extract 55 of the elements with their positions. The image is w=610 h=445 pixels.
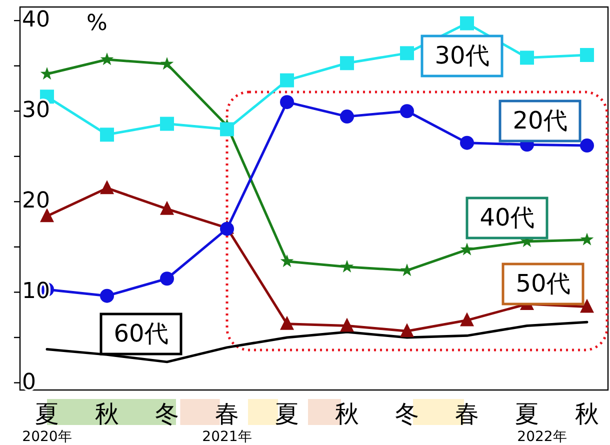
y-tick-label: 10 [22, 279, 50, 304]
point [100, 128, 114, 142]
point [400, 46, 414, 60]
series-label: 30代 [434, 42, 490, 70]
point [400, 323, 414, 338]
x-tick-label: 冬 [155, 400, 179, 428]
point [460, 136, 474, 150]
point [460, 16, 474, 30]
point [40, 208, 54, 222]
x-tick-label: 秋 [335, 400, 359, 428]
y-tick-label: 30 [22, 98, 50, 124]
text: 2020年 [22, 429, 72, 445]
x-tick-label: 春 [215, 400, 239, 428]
point [160, 272, 174, 286]
x-tick-label: 夏 [275, 400, 299, 428]
point [340, 110, 354, 124]
x-tick-label: 秋 [95, 400, 119, 428]
point [280, 73, 294, 88]
point [220, 122, 234, 136]
x-tick-label: 秋 [575, 400, 599, 428]
x-tick-label: 冬 [395, 400, 419, 428]
point [520, 50, 534, 65]
point [280, 316, 294, 330]
point [580, 298, 594, 313]
point [340, 318, 354, 332]
point [460, 242, 474, 256]
point [280, 254, 294, 268]
x-tick-label: 夏 [515, 400, 539, 428]
text: 2022年 [517, 429, 567, 445]
point [160, 57, 174, 70]
x-tick-label: 春 [455, 400, 479, 428]
text: 2021年 [202, 429, 252, 445]
point [100, 180, 114, 194]
point [580, 232, 594, 246]
point [340, 56, 354, 70]
y-tick-label: 40 [22, 8, 50, 33]
y-tick-label: 0 [22, 370, 36, 395]
x-tick-label: 夏 [35, 400, 59, 428]
point [280, 95, 294, 110]
point [160, 200, 174, 215]
series-label: 50代 [516, 270, 570, 298]
series-label: 40代 [480, 204, 534, 232]
point [100, 52, 114, 66]
point [340, 260, 354, 273]
point [580, 138, 594, 153]
point [160, 116, 174, 131]
annotation: % [86, 11, 108, 36]
point [580, 48, 594, 62]
point [100, 288, 114, 303]
series-label: 60代 [114, 320, 168, 348]
point [460, 312, 474, 326]
point [40, 67, 54, 80]
point [400, 104, 414, 118]
series-label: 20代 [512, 106, 568, 135]
y-tick-label: 20 [22, 188, 50, 214]
